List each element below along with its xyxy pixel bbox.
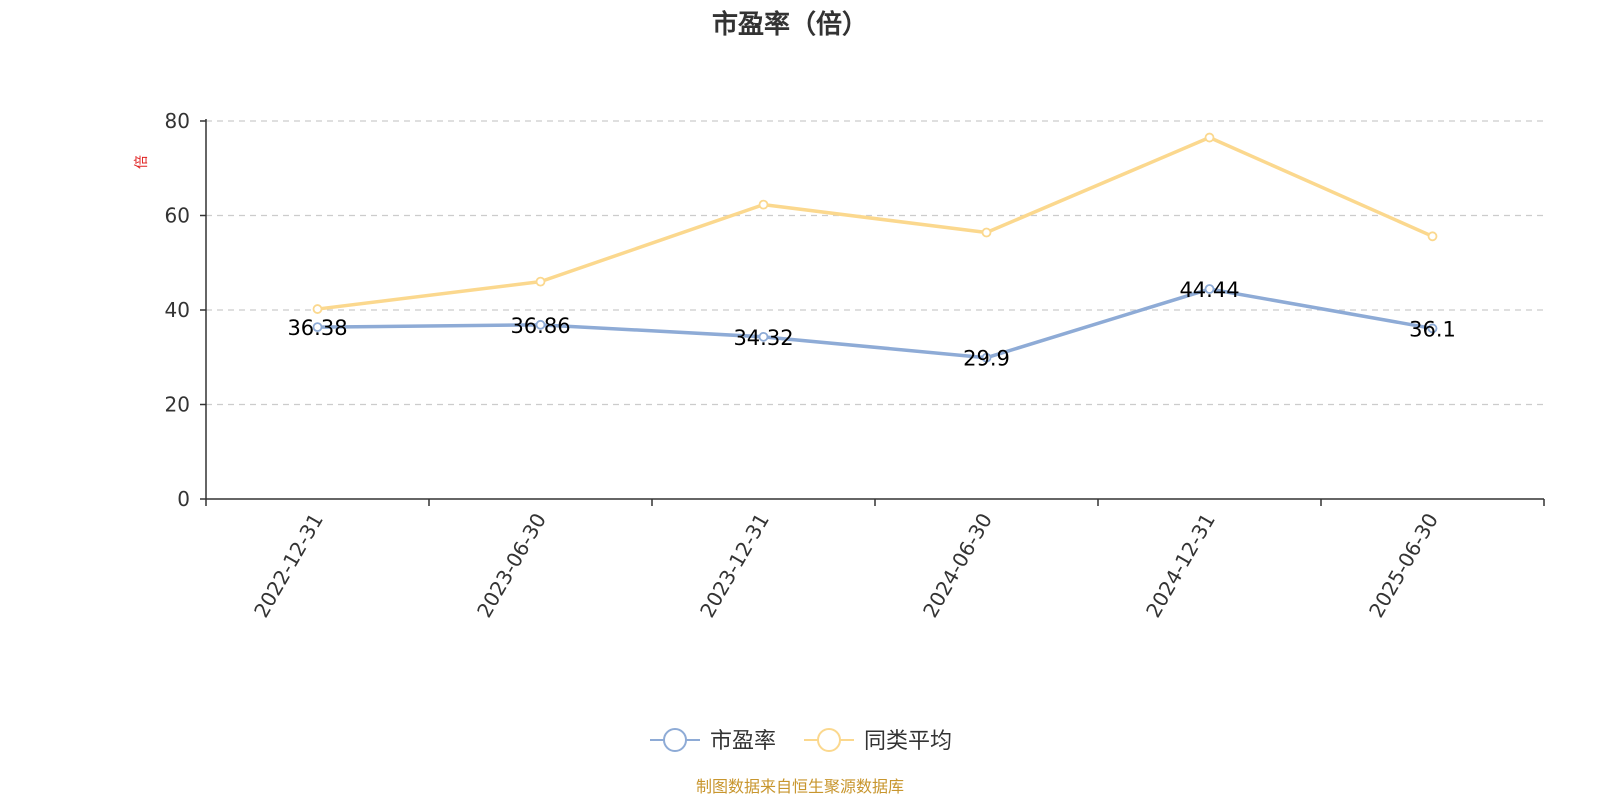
legend-item-1[interactable]: 同类平均 [804,728,952,754]
data-point [1204,284,1215,294]
data-point [1204,132,1215,143]
data-label: 36.1 [1409,317,1456,341]
data-point [758,199,769,210]
y-tick-label: 80 [165,109,190,133]
axes: 0 20 40 60 80 2022-12-31 2023-06-30 2023-12-31 2… [165,109,1545,622]
y-tick-label: 0 [177,487,190,511]
series-line-0 [315,287,1435,360]
series-group [312,132,1438,363]
data-label: 29.9 [963,347,1010,371]
data-point [1427,323,1438,334]
data-point [981,352,992,363]
data-labels: 36.38 36.86 34.32 29.9 44.44 36.1 [287,278,1455,371]
source-note: 制图数据来自恒生聚源数据库 [696,777,904,796]
data-point [1427,231,1438,242]
x-tick-label: 2024-06-30 [918,509,997,622]
legend-marker [817,728,841,752]
data-point [535,319,546,330]
x-tick-label: 2022-12-31 [249,509,328,622]
legend-label: 同类平均 [864,729,952,754]
x-tick-label: 2024-12-31 [1141,509,1220,622]
data-label: 34.32 [733,326,793,350]
y-tick-label: 40 [165,298,190,322]
legend-item-0[interactable]: 市盈率 [650,728,776,754]
data-point [535,276,546,287]
data-point [758,331,769,342]
y-tick-label: 60 [165,204,190,228]
chart-title: 市盈率（倍） [712,9,868,40]
data-point [981,227,992,238]
y-axis-unit-label: 倍 [134,155,150,169]
y-tick-label: 20 [165,393,190,417]
data-point [312,304,323,314]
legend-marker [663,728,687,752]
x-tick-label: 2023-06-30 [472,509,551,622]
legend-label: 市盈率 [710,729,776,754]
grid-lines [206,120,1544,406]
series-line-1 [315,135,1435,311]
x-tick-label: 2025-06-30 [1364,509,1443,622]
data-label: 36.86 [510,314,570,338]
data-label: 44.44 [1179,278,1239,302]
data-label: 36.38 [287,316,347,340]
data-point [312,322,323,333]
legend[interactable]: 市盈率 同类平均 [650,728,952,754]
x-tick-label: 2023-12-31 [695,509,774,622]
